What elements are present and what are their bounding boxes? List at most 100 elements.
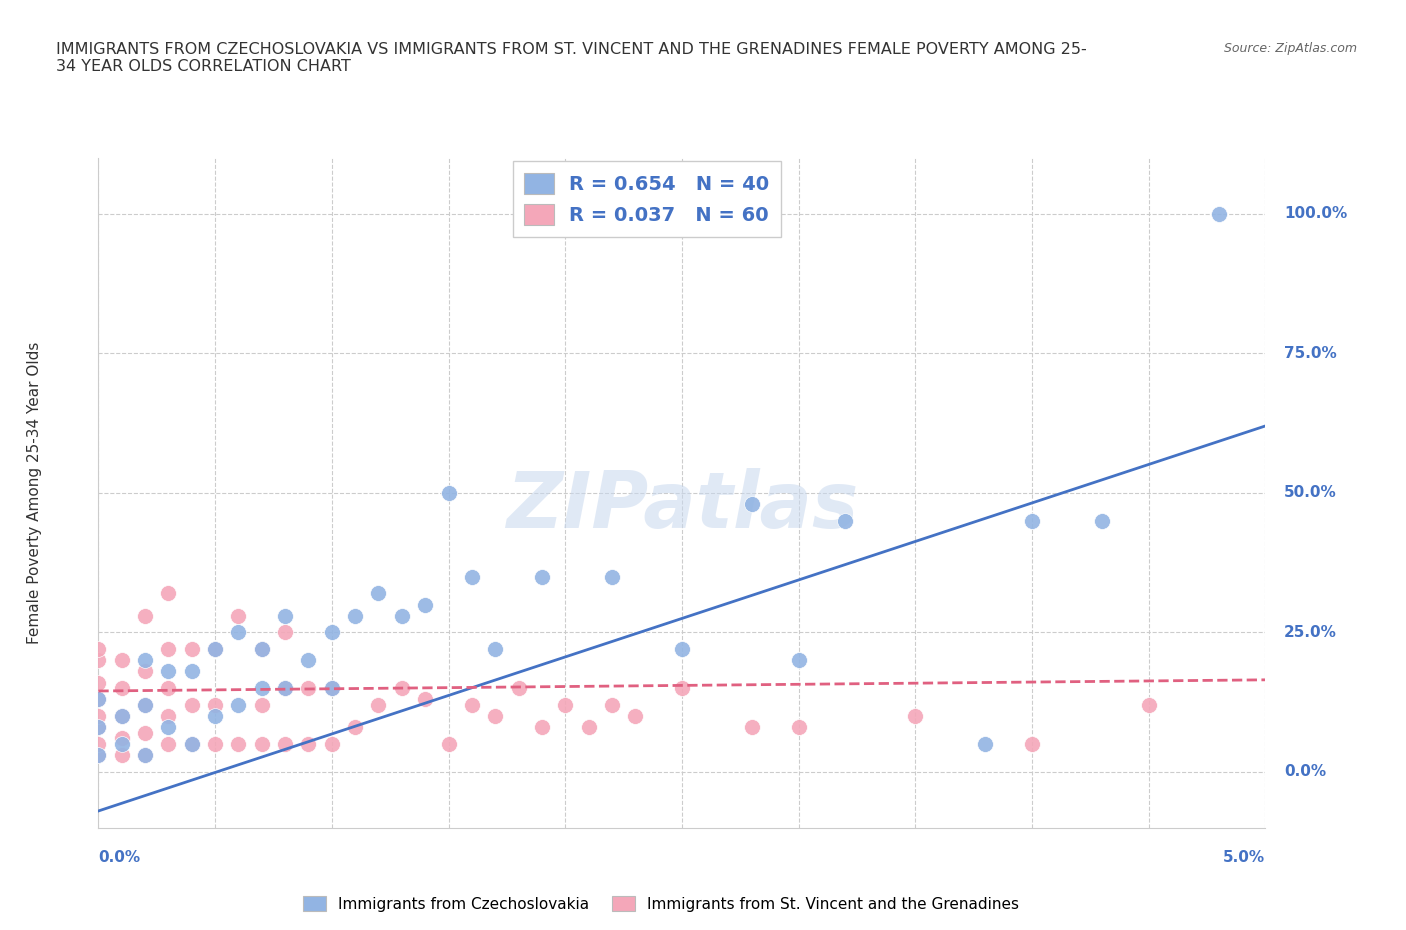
Text: ZIPatlas: ZIPatlas	[506, 469, 858, 544]
Point	[367, 698, 389, 712]
Point	[1137, 698, 1160, 712]
Point	[157, 681, 180, 696]
Point	[157, 664, 180, 679]
Point	[87, 748, 110, 763]
Point	[787, 653, 810, 668]
Point	[180, 698, 202, 712]
Text: 0.0%: 0.0%	[98, 850, 141, 865]
Text: 75.0%: 75.0%	[1284, 346, 1337, 361]
Point	[508, 681, 530, 696]
Point	[274, 681, 297, 696]
Text: Source: ZipAtlas.com: Source: ZipAtlas.com	[1223, 42, 1357, 55]
Text: 100.0%: 100.0%	[1284, 206, 1347, 221]
Point	[228, 625, 250, 640]
Point	[1091, 513, 1114, 528]
Point	[250, 642, 273, 657]
Point	[250, 681, 273, 696]
Legend: Immigrants from Czechoslovakia, Immigrants from St. Vincent and the Grenadines: Immigrants from Czechoslovakia, Immigran…	[297, 889, 1025, 918]
Point	[344, 608, 367, 623]
Point	[250, 642, 273, 657]
Point	[87, 692, 110, 707]
Point	[111, 653, 134, 668]
Point	[134, 698, 156, 712]
Point	[228, 698, 250, 712]
Point	[297, 653, 319, 668]
Point	[134, 725, 156, 740]
Point	[974, 737, 997, 751]
Point	[134, 608, 156, 623]
Point	[157, 737, 180, 751]
Point	[134, 748, 156, 763]
Legend: R = 0.654   N = 40, R = 0.037   N = 60: R = 0.654 N = 40, R = 0.037 N = 60	[513, 161, 780, 236]
Point	[484, 709, 506, 724]
Point	[321, 737, 343, 751]
Point	[321, 681, 343, 696]
Point	[204, 709, 226, 724]
Point	[554, 698, 576, 712]
Point	[228, 737, 250, 751]
Point	[578, 720, 600, 735]
Point	[1021, 513, 1043, 528]
Point	[250, 698, 273, 712]
Point	[87, 709, 110, 724]
Text: Female Poverty Among 25-34 Year Olds: Female Poverty Among 25-34 Year Olds	[27, 341, 42, 644]
Point	[413, 692, 436, 707]
Point	[204, 642, 226, 657]
Point	[180, 737, 202, 751]
Point	[228, 608, 250, 623]
Text: 0.0%: 0.0%	[1284, 764, 1326, 779]
Point	[671, 642, 693, 657]
Point	[413, 597, 436, 612]
Point	[671, 681, 693, 696]
Point	[741, 497, 763, 512]
Point	[87, 720, 110, 735]
Point	[87, 720, 110, 735]
Text: 50.0%: 50.0%	[1284, 485, 1337, 500]
Point	[157, 642, 180, 657]
Point	[134, 664, 156, 679]
Point	[87, 642, 110, 657]
Point	[157, 709, 180, 724]
Point	[111, 709, 134, 724]
Point	[624, 709, 647, 724]
Point	[111, 681, 134, 696]
Point	[600, 569, 623, 584]
Point	[1208, 206, 1230, 221]
Point	[87, 737, 110, 751]
Point	[367, 586, 389, 601]
Point	[834, 513, 856, 528]
Point	[134, 748, 156, 763]
Point	[204, 737, 226, 751]
Point	[111, 737, 134, 751]
Point	[461, 569, 484, 584]
Point	[134, 653, 156, 668]
Point	[111, 709, 134, 724]
Point	[741, 720, 763, 735]
Point	[321, 625, 343, 640]
Point	[250, 737, 273, 751]
Text: 25.0%: 25.0%	[1284, 625, 1337, 640]
Point	[180, 737, 202, 751]
Point	[111, 748, 134, 763]
Point	[391, 608, 413, 623]
Point	[297, 737, 319, 751]
Point	[157, 586, 180, 601]
Point	[530, 720, 553, 735]
Point	[180, 642, 202, 657]
Point	[204, 642, 226, 657]
Point	[787, 720, 810, 735]
Point	[204, 698, 226, 712]
Point	[321, 681, 343, 696]
Point	[461, 698, 484, 712]
Point	[87, 692, 110, 707]
Point	[180, 664, 202, 679]
Point	[274, 625, 297, 640]
Point	[484, 642, 506, 657]
Point	[437, 737, 460, 751]
Point	[437, 485, 460, 500]
Point	[87, 748, 110, 763]
Point	[297, 681, 319, 696]
Point	[134, 698, 156, 712]
Point	[530, 569, 553, 584]
Point	[344, 720, 367, 735]
